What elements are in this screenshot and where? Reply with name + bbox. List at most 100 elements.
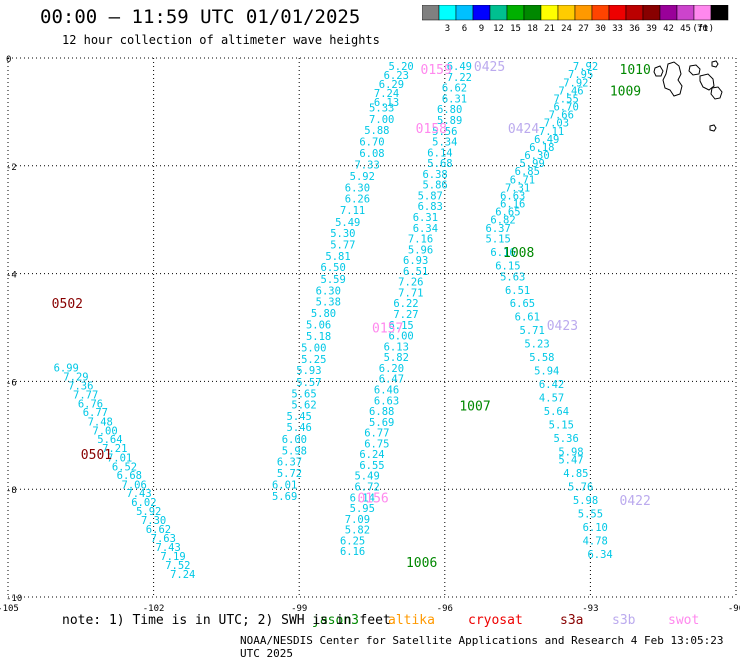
wave-height-point: 6.88 (369, 406, 394, 418)
wave-height-point: 5.98 (558, 446, 583, 458)
wave-height-point: 5.98 (282, 445, 307, 457)
island-shape (711, 60, 719, 68)
wave-height-point: 6.50 (321, 262, 346, 274)
wave-height-point: 7.27 (393, 309, 418, 321)
wave-height-point: 6.75 (364, 438, 389, 450)
wave-height-point: 5.94 (534, 366, 559, 378)
y-tick-label: -8 (6, 486, 17, 496)
wave-height-point: 6.10 (583, 522, 608, 534)
galapagos-islands-outline (653, 60, 723, 132)
pass-time-label: 0501 (81, 448, 112, 463)
wave-height-point: 7.06 (122, 479, 147, 491)
wave-height-point: 5.57 (296, 377, 321, 389)
wave-height-point: 6.49 (447, 61, 472, 73)
scale-tick-label: 36 (629, 24, 640, 34)
wave-height-point: 6.49 (534, 134, 559, 146)
x-tick-label: -93 (582, 604, 598, 614)
wave-height-point: 7.92 (563, 77, 588, 89)
wave-height-point: 7.33 (354, 160, 379, 172)
wave-height-point: 6.85 (515, 166, 540, 178)
island-shape (653, 65, 664, 77)
wave-height-point: 7.22 (447, 72, 472, 84)
wave-height-point: 6.22 (393, 298, 418, 310)
wave-height-point: 5.59 (321, 274, 346, 286)
wave-height-point: 6.00 (282, 434, 307, 446)
wave-height-point: 5.23 (524, 339, 549, 351)
wave-height-point: 7.63 (151, 533, 176, 545)
wave-height-point: 7.30 (141, 515, 166, 527)
pass-time-label: 1006 (406, 556, 437, 571)
wave-height-point: 6.08 (359, 148, 384, 160)
footnote: note: 1) Time is in UTC; 2) SWH is in fe… (62, 613, 391, 628)
wave-height-point: 6.37 (277, 457, 302, 469)
wave-height-point: 6.16 (340, 546, 365, 558)
wave-height-point: 5.69 (369, 417, 394, 429)
wave-height-point: 5.92 (350, 171, 375, 183)
wave-height-point: 5.00 (301, 342, 326, 354)
wave-height-point: 5.15 (486, 234, 511, 246)
scale-tick-label: 6 (462, 24, 467, 34)
x-tick-label: -102 (143, 604, 165, 614)
wave-height-point: 6.16 (490, 247, 515, 259)
wave-height-point: 5.15 (549, 420, 574, 432)
wave-height-point: 5.63 (500, 271, 525, 283)
wave-height-point: 6.00 (388, 331, 413, 343)
wave-height-point: 7.66 (549, 110, 574, 122)
satellite-legend-s3a: s3a (560, 613, 584, 628)
wave-height-point: 5.58 (529, 352, 554, 364)
wave-height-point: 6.34 (587, 549, 612, 561)
wave-height-point: 6.62 (146, 524, 171, 536)
wave-height-point: 6.23 (384, 70, 409, 82)
wave-height-point: 5.45 (287, 411, 312, 423)
x-tick-label: -105 (0, 604, 19, 614)
wave-height-point: 4.57 (539, 393, 564, 405)
pass-time-label: 1008 (503, 246, 534, 261)
satellite-legend-jason3: jason3 (312, 613, 359, 628)
wave-height-point: 5.25 (301, 354, 326, 366)
pass-time-label: 1009 (610, 84, 641, 99)
wave-height-point: 7.55 (553, 93, 578, 105)
pass-time-label: 0157 (372, 322, 403, 337)
y-tick-label: -2 (6, 163, 17, 173)
wave-height-point: 5.80 (311, 308, 336, 320)
scale-tick-label: 30 (595, 24, 606, 34)
wave-height-point: 4.78 (583, 535, 608, 547)
chart-title: 00:00 – 11:59 UTC 01/01/2025 (40, 6, 361, 28)
y-tick-label: 0 (6, 55, 11, 65)
wave-height-point: 6.65 (495, 207, 520, 219)
satellite-legend-swot: swot (668, 613, 700, 628)
wave-height-point: 6.13 (384, 341, 409, 353)
wave-height-point: 6.42 (539, 379, 564, 391)
scale-tick-label: 15 (510, 24, 521, 34)
wave-height-point: 6.65 (510, 298, 535, 310)
scale-tick-label: 27 (578, 24, 589, 34)
y-tick-label: -6 (6, 378, 17, 388)
wave-height-point: 5.38 (316, 297, 341, 309)
satellite-legend-altika: altika (388, 613, 435, 628)
pass-time-label: 1010 (620, 63, 651, 78)
wave-height-point: 6.16 (500, 199, 525, 211)
wave-height-point: 5.49 (335, 217, 360, 229)
wave-height-point: 5.18 (306, 331, 331, 343)
scale-tick-label: 70 (697, 24, 708, 34)
wave-height-point: 6.30 (316, 285, 341, 297)
wave-height-point: 5.92 (136, 506, 161, 518)
pass-time-label: 0422 (620, 494, 651, 509)
wave-height-point: 6.70 (553, 102, 578, 114)
wave-height-point: 5.68 (427, 158, 452, 170)
island-shape (709, 124, 717, 132)
scale-tick-label: 12 (493, 24, 504, 34)
wave-height-point: 7.36 (68, 381, 93, 393)
wave-height-point: 6.25 (340, 535, 365, 547)
wave-height-point: 5.20 (388, 61, 413, 73)
wave-height-point: 6.70 (359, 137, 384, 149)
wave-height-point: 5.65 (291, 388, 316, 400)
wave-height-point: 6.72 (354, 482, 379, 494)
x-tick-label: -99 (291, 604, 307, 614)
island-shape (710, 86, 723, 100)
pass-time-label: 0424 (508, 122, 539, 137)
wave-height-point: 6.63 (374, 395, 399, 407)
wave-height-point: 7.71 (398, 287, 423, 299)
wave-height-point: 5.69 (272, 491, 297, 503)
island-shape (662, 61, 683, 97)
